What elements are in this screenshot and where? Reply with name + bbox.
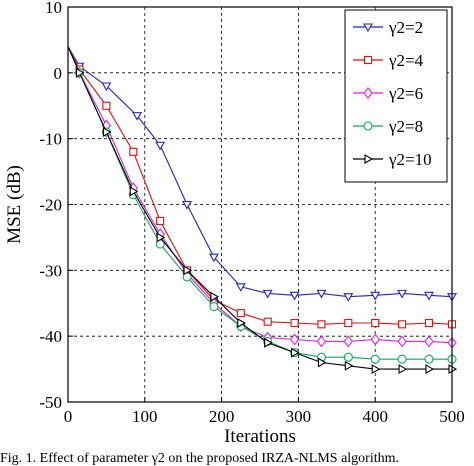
data-point: [182, 200, 192, 210]
data-point: [424, 335, 434, 348]
series-line: [67, 46, 453, 298]
y-tick-label: -50: [39, 393, 62, 412]
data-point: [424, 318, 434, 328]
data-point: [129, 186, 139, 197]
x-tick-label: 200: [209, 407, 235, 426]
y-axis-label: MSE (dB): [4, 165, 25, 244]
data-point: [344, 360, 354, 371]
legend-item: γ2=8: [353, 117, 423, 136]
data-point: [289, 333, 300, 346]
data-point: [75, 67, 85, 78]
series-line: [67, 46, 452, 360]
x-tick-label: 300: [286, 407, 312, 426]
data-point: [155, 141, 166, 151]
x-tick-label: 500: [439, 407, 465, 426]
data-point: [343, 352, 353, 362]
legend-box: [344, 9, 448, 183]
data-point: [343, 335, 354, 348]
data-point: [183, 265, 193, 276]
y-tick-label: -40: [39, 327, 62, 346]
data-point: [290, 318, 299, 328]
data-point: [370, 354, 380, 364]
data-point: [370, 291, 381, 301]
x-axis-label: Iterations: [224, 426, 296, 447]
data-point: [210, 291, 220, 302]
x-tick-label: 0: [64, 407, 73, 426]
data-point: [424, 354, 434, 364]
legend-label: γ2=8: [388, 117, 423, 136]
data-point: [398, 364, 408, 375]
series-line: [67, 46, 452, 370]
data-point: [132, 112, 143, 121]
series-line: [67, 46, 453, 344]
data-point: [235, 283, 246, 292]
y-tick-label: -10: [39, 130, 62, 149]
data-point: [317, 357, 327, 368]
data-point: [316, 335, 327, 348]
data-point: [236, 309, 245, 318]
data-point: [370, 333, 380, 346]
series-0: [67, 46, 457, 302]
data-point: [397, 335, 407, 348]
data-point: [263, 317, 272, 326]
data-point: [129, 147, 138, 156]
data-point: [102, 101, 111, 110]
legend-item: γ2=6: [353, 84, 423, 103]
legend-item: γ2=4: [353, 51, 424, 70]
legend-marker: [363, 55, 373, 65]
data-point: [102, 127, 112, 138]
data-point: [371, 364, 381, 375]
legend-item: γ2=2: [353, 18, 423, 37]
data-point: [237, 318, 246, 328]
y-tick-label: -20: [39, 196, 62, 215]
data-point: [398, 320, 407, 329]
legend-label: γ2=6: [388, 84, 423, 103]
data-point: [156, 216, 165, 226]
data-point: [262, 289, 273, 299]
data-point: [371, 318, 380, 328]
data-point: [208, 253, 219, 263]
legend-label: γ2=4: [388, 51, 424, 70]
x-tick-label: 400: [362, 407, 388, 426]
y-tick-label: 0: [54, 64, 63, 83]
data-point: [397, 354, 407, 364]
data-point: [343, 293, 354, 302]
legend-label: γ2=10: [388, 150, 432, 169]
legend: γ2=2 γ2=4 γ2=6 γ2=8 γ2=10: [344, 9, 448, 183]
y-tick-label: 10: [45, 0, 62, 17]
x-tick-label: 100: [132, 407, 158, 426]
legend-marker: [364, 154, 374, 164]
legend-item: γ2=10: [353, 150, 432, 169]
data-point: [425, 364, 435, 375]
data-point: [209, 301, 219, 312]
legend-marker: [363, 87, 373, 99]
legend-marker: [363, 23, 373, 33]
data-point: [317, 320, 326, 329]
data-point: [397, 289, 408, 299]
data-point: [156, 232, 166, 243]
series-line: [67, 46, 453, 325]
legend-marker: [363, 121, 373, 131]
data-point: [289, 291, 300, 301]
y-tick-label: -30: [39, 261, 62, 280]
data-point: [101, 82, 112, 92]
figure-caption: Fig. 1. Effect of parameter γ2 on the pr…: [0, 452, 400, 466]
data-point: [291, 347, 300, 358]
legend-label: γ2=2: [388, 18, 423, 37]
data-point: [344, 318, 353, 328]
data-point: [264, 337, 273, 348]
data-point: [424, 291, 434, 301]
data-point: [316, 289, 327, 299]
